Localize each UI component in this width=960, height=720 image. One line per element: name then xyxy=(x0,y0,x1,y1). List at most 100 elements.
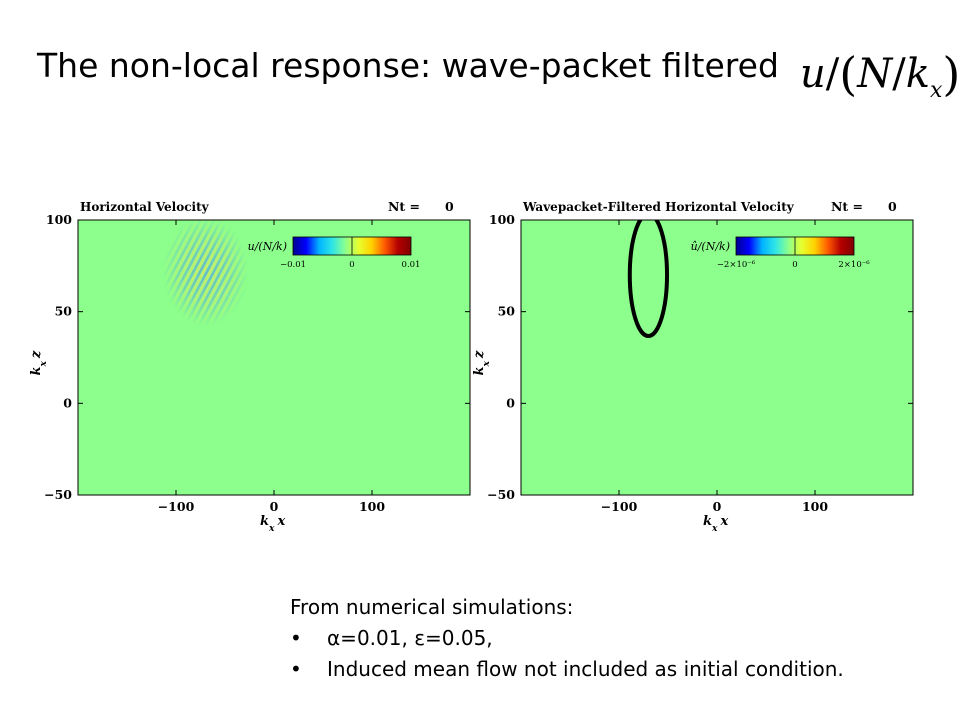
slide-title: The non-local response: wave-packet filt… xyxy=(37,46,779,85)
formula-k: k xyxy=(905,51,930,97)
x-tick-label: 0 xyxy=(713,499,722,514)
wave-stripe xyxy=(114,220,193,316)
wave-stripe xyxy=(194,220,273,358)
axis-ticks xyxy=(521,219,913,496)
notes-list: α=0.01, ε=0.05, Induced mean flow not in… xyxy=(290,623,844,685)
panel-title: Horizontal Velocity xyxy=(80,200,210,214)
y-tick-label: 50 xyxy=(55,304,73,319)
filtered-velocity-panel: Wavepacket-Filtered Horizontal Velocity N… xyxy=(473,195,923,535)
wave-stripe xyxy=(128,220,207,323)
time-value: 0 xyxy=(445,199,454,214)
wave-stripe xyxy=(120,220,199,319)
wave-stripe xyxy=(98,220,177,308)
wave-stripe xyxy=(146,220,225,333)
y-axis-label: kxz xyxy=(473,350,492,375)
y-tick-label: 0 xyxy=(63,395,72,410)
x-axis-label: kx x xyxy=(703,514,728,534)
wave-stripe xyxy=(141,220,220,330)
wave-stripe xyxy=(117,220,196,318)
wave-stripe xyxy=(181,220,260,351)
wave-stripe xyxy=(106,220,185,312)
wave-stripe xyxy=(210,222,289,367)
wave-stripe xyxy=(218,227,297,371)
notes: From numerical simulations: α=0.01, ε=0.… xyxy=(290,592,844,685)
filtered-velocity-chart: Wavepacket-Filtered Horizontal Velocity N… xyxy=(473,199,914,534)
wave-stripe xyxy=(133,220,212,326)
x-tick-label: −100 xyxy=(601,499,638,514)
wave-stripe xyxy=(223,229,302,374)
wave-stripe xyxy=(215,225,294,370)
wave-stripe xyxy=(226,231,305,375)
colorbar-tick-label: 0 xyxy=(349,260,354,270)
wave-stripe xyxy=(204,220,283,364)
wave-stripe xyxy=(96,220,175,306)
wave-stripe xyxy=(130,220,209,325)
wave-stripe xyxy=(212,224,291,368)
formula-slash: / xyxy=(825,51,840,97)
wave-stripe xyxy=(104,220,183,311)
colorbar-tick-label: 0.01 xyxy=(402,260,421,270)
wave-stripe xyxy=(136,220,214,327)
colorbar-label: û/(N/k) xyxy=(691,240,730,253)
formula-subscript: x xyxy=(929,78,943,103)
axis-ticks xyxy=(78,219,470,496)
y-tick-label: −50 xyxy=(487,487,515,502)
horizontal-velocity-panel: Horizontal Velocity Nt = 0 −100 0 100 −50 0 50 10… xyxy=(30,195,480,535)
x-tick-label: 0 xyxy=(270,499,279,514)
formula-slash-2: / xyxy=(892,51,906,97)
formula-numerator: u xyxy=(800,51,826,97)
wave-stripe xyxy=(220,228,299,373)
wave-stripe xyxy=(231,234,310,378)
time-label: Nt = xyxy=(388,199,420,214)
field-features xyxy=(96,220,315,381)
wave-stripe xyxy=(199,220,278,361)
wave-stripe xyxy=(173,220,252,347)
wave-packet xyxy=(96,220,315,381)
formula: u/(N/kx) xyxy=(800,51,960,113)
wave-stripe xyxy=(186,220,265,354)
wave-stripe xyxy=(154,220,233,337)
wave-stripe xyxy=(167,220,246,344)
wave-stripe xyxy=(196,220,275,360)
colorbar-tick-label: 0 xyxy=(792,260,797,270)
wave-stripe xyxy=(122,220,201,320)
horizontal-velocity-chart: Horizontal Velocity Nt = 0 −100 0 100 −50 0 50 10… xyxy=(30,199,471,534)
x-tick-label: 100 xyxy=(802,499,828,514)
wave-stripe xyxy=(175,220,254,349)
y-axis-label: kxz xyxy=(30,350,49,375)
colorbar-tick-label: 2×10⁻⁶ xyxy=(838,260,870,270)
wave-stripe xyxy=(138,220,217,329)
y-tick-label: 100 xyxy=(46,212,72,227)
time-value: 0 xyxy=(888,199,897,214)
x-tick-label: −100 xyxy=(158,499,195,514)
colorbar-label: u/(N/k) xyxy=(248,240,287,253)
wave-stripe xyxy=(178,220,257,350)
formula-close-paren: ) xyxy=(942,47,960,101)
formula-open-paren: ( xyxy=(839,47,858,101)
wave-stripe xyxy=(228,232,307,377)
y-tick-label: 0 xyxy=(506,395,515,410)
y-tick-label: −50 xyxy=(44,487,72,502)
wave-stripe xyxy=(101,220,180,309)
colorbar-tick-label: −0.01 xyxy=(280,260,306,270)
notes-heading: From numerical simulations: xyxy=(290,595,574,619)
wave-stripe xyxy=(159,220,238,340)
wave-stripe xyxy=(151,220,230,336)
formula-N: N xyxy=(857,51,893,97)
wave-stripe xyxy=(125,220,204,322)
wave-stripe xyxy=(162,220,241,342)
wave-stripe xyxy=(112,220,191,315)
x-tick-label: 100 xyxy=(359,499,385,514)
wave-stripe xyxy=(191,220,270,357)
wave-stripe xyxy=(170,220,249,346)
colorbar-tick-label: −2×10⁻⁶ xyxy=(717,260,756,270)
time-label: Nt = xyxy=(831,199,863,214)
wave-stripe xyxy=(165,220,244,343)
wave-stripe xyxy=(189,220,267,356)
filter-contour-ellipse xyxy=(627,220,670,339)
wave-stripe xyxy=(236,236,315,381)
wave-stripe xyxy=(109,220,188,313)
wave-stripe xyxy=(234,235,312,380)
bullet-parameters: α=0.01, ε=0.05, xyxy=(290,623,844,654)
x-axis-label: kx x xyxy=(260,514,285,534)
